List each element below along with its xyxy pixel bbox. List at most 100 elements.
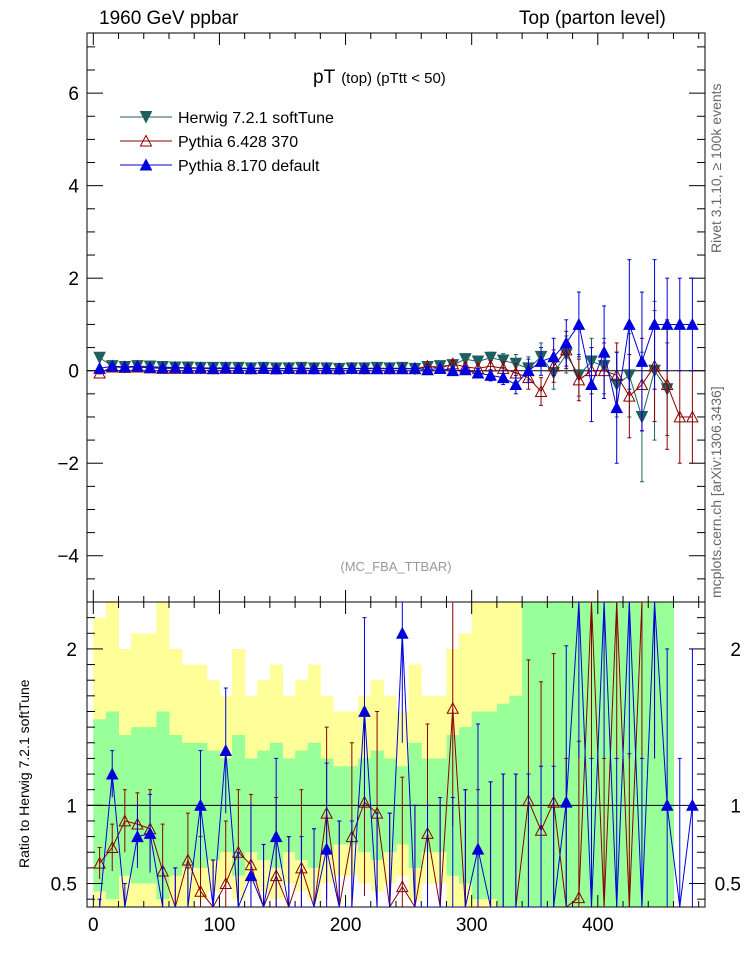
ratio-point-pythia8 [219,744,233,757]
point-herwig [471,355,485,369]
point-pythia8 [206,361,220,374]
header-left: 1960 GeV ppbar [99,8,239,29]
main-ytick-label: 0 [68,362,79,383]
point-pythia8 [635,354,649,367]
point-pythia8 [534,354,548,367]
point-pythia6 [660,378,674,391]
ratio-point-pythia6 [194,884,207,897]
point-pythia8 [257,361,270,374]
xtick-label: 100 [204,915,236,936]
ratio-point-pythia6 [572,891,586,904]
ratio-point-pythia8 [131,830,144,843]
point-herwig [484,351,497,365]
point-pythia8 [686,317,699,330]
point-herwig [496,354,510,368]
point-pythia8 [395,362,409,375]
legend-marker-pythia8 [139,158,153,171]
xtick-label: 200 [330,915,362,936]
point-pythia8 [219,361,233,374]
point-pythia8 [408,361,422,374]
point-herwig [93,351,106,365]
ratio-point-pythia6 [93,856,106,869]
analysis-watermark: (MC_FBA_TTBAR) [340,559,451,574]
ratio-ytick-label-right: 2 [730,640,741,661]
point-pythia8 [307,362,321,375]
point-pythia8 [244,361,258,374]
legend-marker-pythia6 [139,134,153,147]
legend-marker-herwig [139,111,153,124]
ratio-point-pythia8 [358,704,371,717]
ratio-point-pythia6 [181,853,195,866]
point-pythia8 [269,362,283,375]
point-pythia6 [686,410,699,423]
point-pythia8 [383,361,397,374]
point-pythia8 [673,317,687,330]
point-pythia8 [421,363,434,376]
point-pythia8 [509,378,523,391]
xtick-label: 400 [582,915,614,936]
point-pythia8 [358,361,371,374]
point-pythia8 [320,361,333,374]
point-pythia8 [459,363,472,376]
ratio-ytick-label: 1 [66,796,77,817]
point-pythia8 [446,364,460,377]
ratio-point-pythia6 [446,701,460,714]
ratio-ytick-label: 0.5 [51,875,77,896]
ratio-point-pythia8 [559,795,573,808]
point-pythia8 [282,361,296,374]
legend-label-pythia8: Pythia 8.170 default [178,158,320,175]
point-pythia8 [105,359,119,372]
point-pythia8 [118,360,132,373]
ratio-point-pythia8 [244,869,258,882]
main-ytick-label: −2 [57,454,79,475]
point-pythia8 [345,361,359,374]
point-pythia8 [622,317,636,330]
point-pythia6 [572,373,586,386]
ratio-point-pythia8 [143,826,157,839]
point-pythia6 [534,384,548,397]
header-right: Top (parton level) [519,8,666,29]
chart-title: pT (top) (pTtt < 50) [313,67,446,88]
ratio-ytick-label: 2 [66,640,77,661]
point-pythia8 [194,361,207,374]
chart-title-main: pT [313,67,336,88]
point-pythia8 [522,364,535,377]
legend-label-pythia6: Pythia 6.428 370 [178,134,298,151]
point-pythia8 [496,371,510,384]
ratio-point-pythia8 [194,798,207,811]
point-herwig [459,353,472,366]
point-pythia8 [156,361,170,374]
point-pythia8 [232,361,245,374]
point-pythia8 [547,350,560,363]
ratio-point-pythia8 [660,798,674,811]
point-pythia8 [559,336,573,349]
ratio-series [93,602,699,907]
point-pythia8 [572,317,586,330]
series-line-pythia6 [99,348,693,418]
point-pythia8 [610,401,624,414]
ratio-point-pythia8 [105,767,119,780]
ratio-ytick-label-right: 1 [730,796,741,817]
point-pythia8 [597,345,611,358]
point-pythia8 [295,361,308,374]
point-pythia8 [585,378,598,391]
main-ytick-label: 6 [68,84,79,105]
point-pythia8 [648,317,661,330]
chart-title-sub: (top) (pTtt < 50) [341,70,446,87]
ratio-point-pythia8 [269,830,283,843]
ratio-point-pythia8 [320,842,333,855]
ratio-point-pythia8 [686,798,699,811]
ratio-point-pythia6 [118,814,132,827]
main-series [93,259,699,483]
ratio-point-pythia6 [395,880,409,893]
point-pythia8 [181,361,195,374]
point-pythia8 [370,362,384,375]
point-pythia8 [433,361,447,374]
ratio-point-pythia8 [471,842,485,855]
xtick-label: 300 [456,915,488,936]
point-pythia8 [484,368,497,381]
ratio-point-pythia6 [358,795,371,808]
point-pythia8 [143,360,157,373]
point-pythia6 [622,389,636,402]
